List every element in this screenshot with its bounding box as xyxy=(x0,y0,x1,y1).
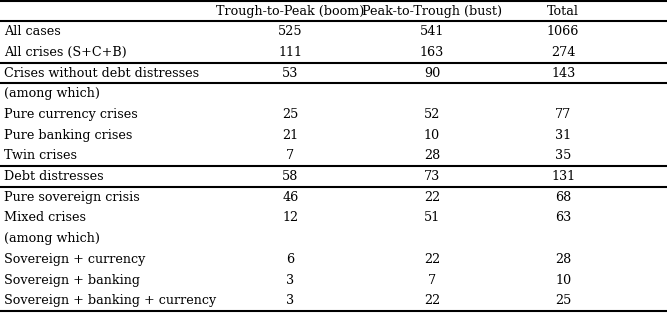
Text: 10: 10 xyxy=(424,129,440,142)
Text: Peak-to-Trough (bust): Peak-to-Trough (bust) xyxy=(362,4,502,17)
Text: 73: 73 xyxy=(424,170,440,183)
Text: 52: 52 xyxy=(424,108,440,121)
Text: 111: 111 xyxy=(278,46,302,59)
Text: Trough-to-Peak (boom): Trough-to-Peak (boom) xyxy=(216,4,364,17)
Text: 28: 28 xyxy=(424,149,440,162)
Text: 51: 51 xyxy=(424,211,440,225)
Text: (among which): (among which) xyxy=(4,232,100,245)
Text: Total: Total xyxy=(547,4,579,17)
Text: 131: 131 xyxy=(551,170,575,183)
Text: Sovereign + banking + currency: Sovereign + banking + currency xyxy=(4,294,216,307)
Text: 63: 63 xyxy=(555,211,571,225)
Text: 58: 58 xyxy=(282,170,298,183)
Text: Pure currency crises: Pure currency crises xyxy=(4,108,138,121)
Text: 31: 31 xyxy=(555,129,571,142)
Text: Twin crises: Twin crises xyxy=(4,149,77,162)
Text: Sovereign + currency: Sovereign + currency xyxy=(4,253,145,266)
Text: 21: 21 xyxy=(282,129,298,142)
Text: 22: 22 xyxy=(424,294,440,307)
Text: 25: 25 xyxy=(282,108,298,121)
Text: Mixed crises: Mixed crises xyxy=(4,211,86,225)
Text: 25: 25 xyxy=(555,294,572,307)
Text: 35: 35 xyxy=(555,149,572,162)
Text: 7: 7 xyxy=(286,149,294,162)
Text: 143: 143 xyxy=(551,67,575,80)
Text: 525: 525 xyxy=(278,25,303,38)
Text: Pure banking crises: Pure banking crises xyxy=(4,129,132,142)
Text: 22: 22 xyxy=(424,253,440,266)
Text: Debt distresses: Debt distresses xyxy=(4,170,103,183)
Text: 46: 46 xyxy=(282,191,298,204)
Text: 274: 274 xyxy=(551,46,576,59)
Text: 77: 77 xyxy=(555,108,571,121)
Text: 22: 22 xyxy=(424,191,440,204)
Text: 28: 28 xyxy=(555,253,571,266)
Text: 6: 6 xyxy=(286,253,294,266)
Text: All crises (S+C+B): All crises (S+C+B) xyxy=(4,46,127,59)
Text: 1066: 1066 xyxy=(547,25,580,38)
Text: 53: 53 xyxy=(282,67,298,80)
Text: 7: 7 xyxy=(428,273,436,287)
Text: Pure sovereign crisis: Pure sovereign crisis xyxy=(4,191,140,204)
Text: All cases: All cases xyxy=(4,25,61,38)
Text: Sovereign + banking: Sovereign + banking xyxy=(4,273,140,287)
Text: (among which): (among which) xyxy=(4,87,100,100)
Text: Crises without debt distresses: Crises without debt distresses xyxy=(4,67,199,80)
Text: 90: 90 xyxy=(424,67,440,80)
Text: 163: 163 xyxy=(420,46,444,59)
Text: 68: 68 xyxy=(555,191,571,204)
Text: 10: 10 xyxy=(555,273,571,287)
Text: 3: 3 xyxy=(286,294,294,307)
Text: 3: 3 xyxy=(286,273,294,287)
Text: 12: 12 xyxy=(282,211,298,225)
Text: 541: 541 xyxy=(420,25,444,38)
